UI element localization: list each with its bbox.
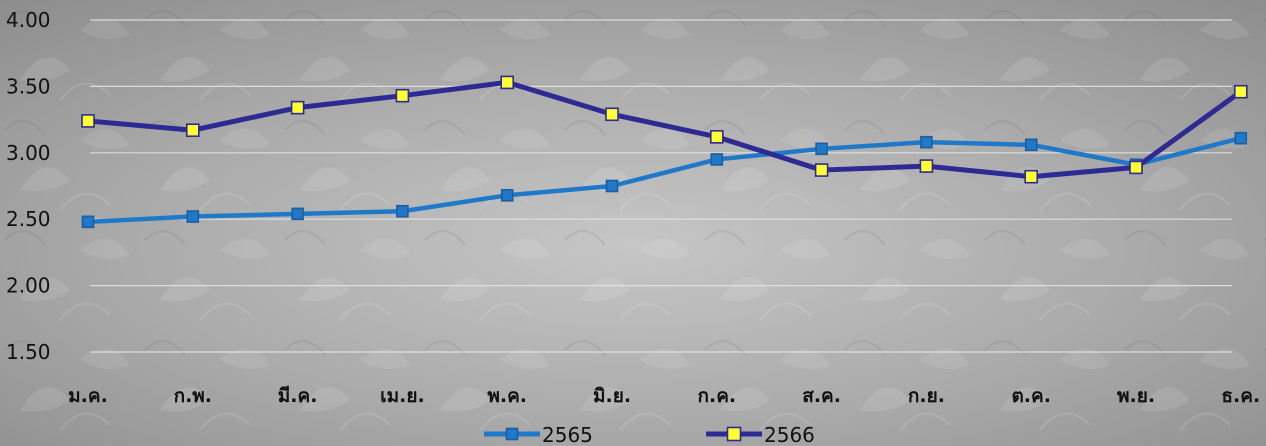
legend-item-2565: 2565 [484,423,593,446]
data-point [919,159,934,173]
data-point [1234,131,1248,145]
y-tick-label: 2.00 [6,274,51,298]
series-lines [81,75,1248,229]
data-point [395,88,410,103]
x-tick-label: ธ.ค. [1221,385,1260,407]
data-point [186,210,200,223]
legend-item-2566: 2566 [706,423,815,446]
x-tick-label: ต.ค. [1011,385,1050,407]
x-tick-label: มี.ค. [278,385,318,407]
x-tick-label: พ.ค. [487,385,527,407]
legend-label: 2566 [764,423,815,446]
y-tick-label: 1.50 [6,340,51,364]
legend-label: 2565 [542,423,593,446]
data-point [710,153,724,166]
legend-swatch-marker [505,427,519,441]
x-tick-label: ก.ย. [908,385,945,407]
data-point [605,179,619,193]
gridlines [90,19,1232,353]
data-point [290,100,305,115]
data-point [605,107,619,122]
data-point [1234,84,1248,99]
data-point [1024,169,1038,184]
x-tick-label: เม.ย. [380,385,425,407]
x-tick-label: ส.ค. [802,385,841,407]
data-point [500,188,514,202]
y-tick-label: 3.00 [6,141,51,165]
data-point [396,204,409,218]
x-tick-label: ม.ค. [68,385,108,407]
data-point [815,142,828,156]
data-point [81,114,95,128]
series-line [87,136,1242,225]
data-point [814,163,829,177]
x-tick-label: ก.พ. [174,385,212,407]
y-tick-label: 3.50 [6,74,51,98]
data-point [500,75,515,90]
x-axis: ม.ค. ก.พ. มี.ค. เม.ย. พ.ค. มิ.ย. ก.ค. ส.ค. ก.ย. ต… [68,385,1260,407]
legend-swatch-marker [726,426,742,442]
series-2566 [81,75,1248,184]
series-line [87,79,1243,180]
y-tick-label: 4.00 [6,8,51,32]
data-point [920,135,933,149]
data-point [291,207,304,221]
y-tick-label: 2.50 [6,207,51,231]
legend: 2565 2566 [484,423,815,446]
x-tick-label: ก.ค. [697,385,736,407]
x-tick-label: พ.ย. [1117,385,1155,407]
data-point [709,130,724,144]
y-axis: 1.50 2.00 2.50 3.00 3.50 4.00 [6,8,51,364]
x-tick-label: มิ.ย. [593,385,631,407]
data-point [1024,138,1038,152]
data-point [186,123,200,138]
data-point [1129,160,1143,175]
data-point [81,215,95,229]
